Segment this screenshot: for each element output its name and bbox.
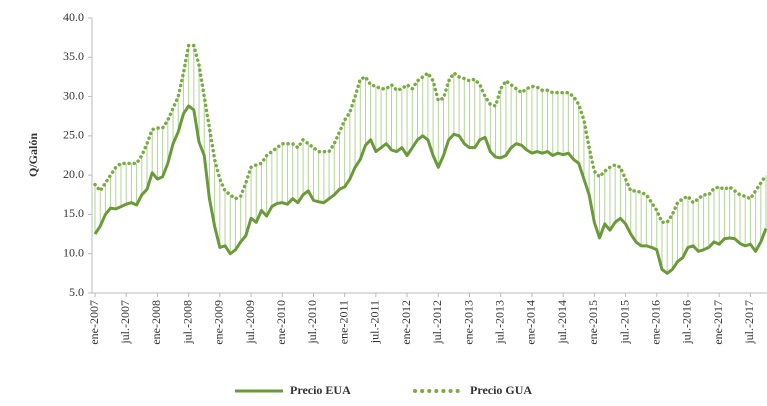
x-tick-label: jul.-2017 — [742, 300, 756, 345]
x-tick-label: ene-2015 — [586, 300, 600, 345]
x-tick-label: ene-2009 — [212, 300, 226, 345]
y-tick-label: 30.0 — [63, 88, 84, 102]
x-tick-label: jul.-2015 — [617, 300, 631, 345]
line-series — [93, 43, 767, 225]
x-tick-label: jul.-2010 — [305, 300, 319, 345]
y-tick-label: 40.0 — [63, 10, 84, 24]
x-tick-label: jul.-2007 — [118, 300, 132, 345]
x-tick-label: ene-2011 — [336, 300, 350, 344]
legend-label: Precio GUA — [470, 383, 532, 397]
x-tick-label: jul.-2014 — [555, 300, 569, 345]
x-tick-label: ene-2008 — [149, 300, 163, 345]
x-tick-label: ene-2017 — [711, 300, 725, 345]
x-tick-label: ene-2013 — [461, 300, 475, 345]
y-tick-label: 35.0 — [63, 49, 84, 63]
y-tick-label: 5.0 — [69, 285, 84, 299]
y-tick-label: 25.0 — [63, 128, 84, 142]
x-tick-label: jul.-2009 — [243, 300, 257, 345]
y-tick-label: 10.0 — [63, 245, 84, 259]
x-tick-label: jul.-2012 — [430, 300, 444, 345]
x-tick-label: ene-2007 — [87, 300, 101, 345]
line-series — [93, 104, 767, 275]
y-axis-label: Q/Galón — [26, 133, 40, 177]
y-tick-label: 20.0 — [63, 167, 84, 181]
y-tick-label: 15.0 — [63, 206, 84, 220]
x-tick-label: ene-2016 — [649, 300, 663, 345]
x-tick-label: ene-2014 — [524, 300, 538, 345]
legend-label: Precio EUA — [290, 383, 351, 397]
x-tick-label: ene-2012 — [399, 300, 413, 345]
x-tick-label: jul.-2016 — [680, 300, 694, 345]
x-tick-label: jul.-2011 — [368, 300, 382, 344]
x-tick-label: jul.-2013 — [492, 300, 506, 345]
x-tick-label: ene-2010 — [274, 300, 288, 345]
x-tick-label: jul.-2008 — [180, 300, 194, 345]
